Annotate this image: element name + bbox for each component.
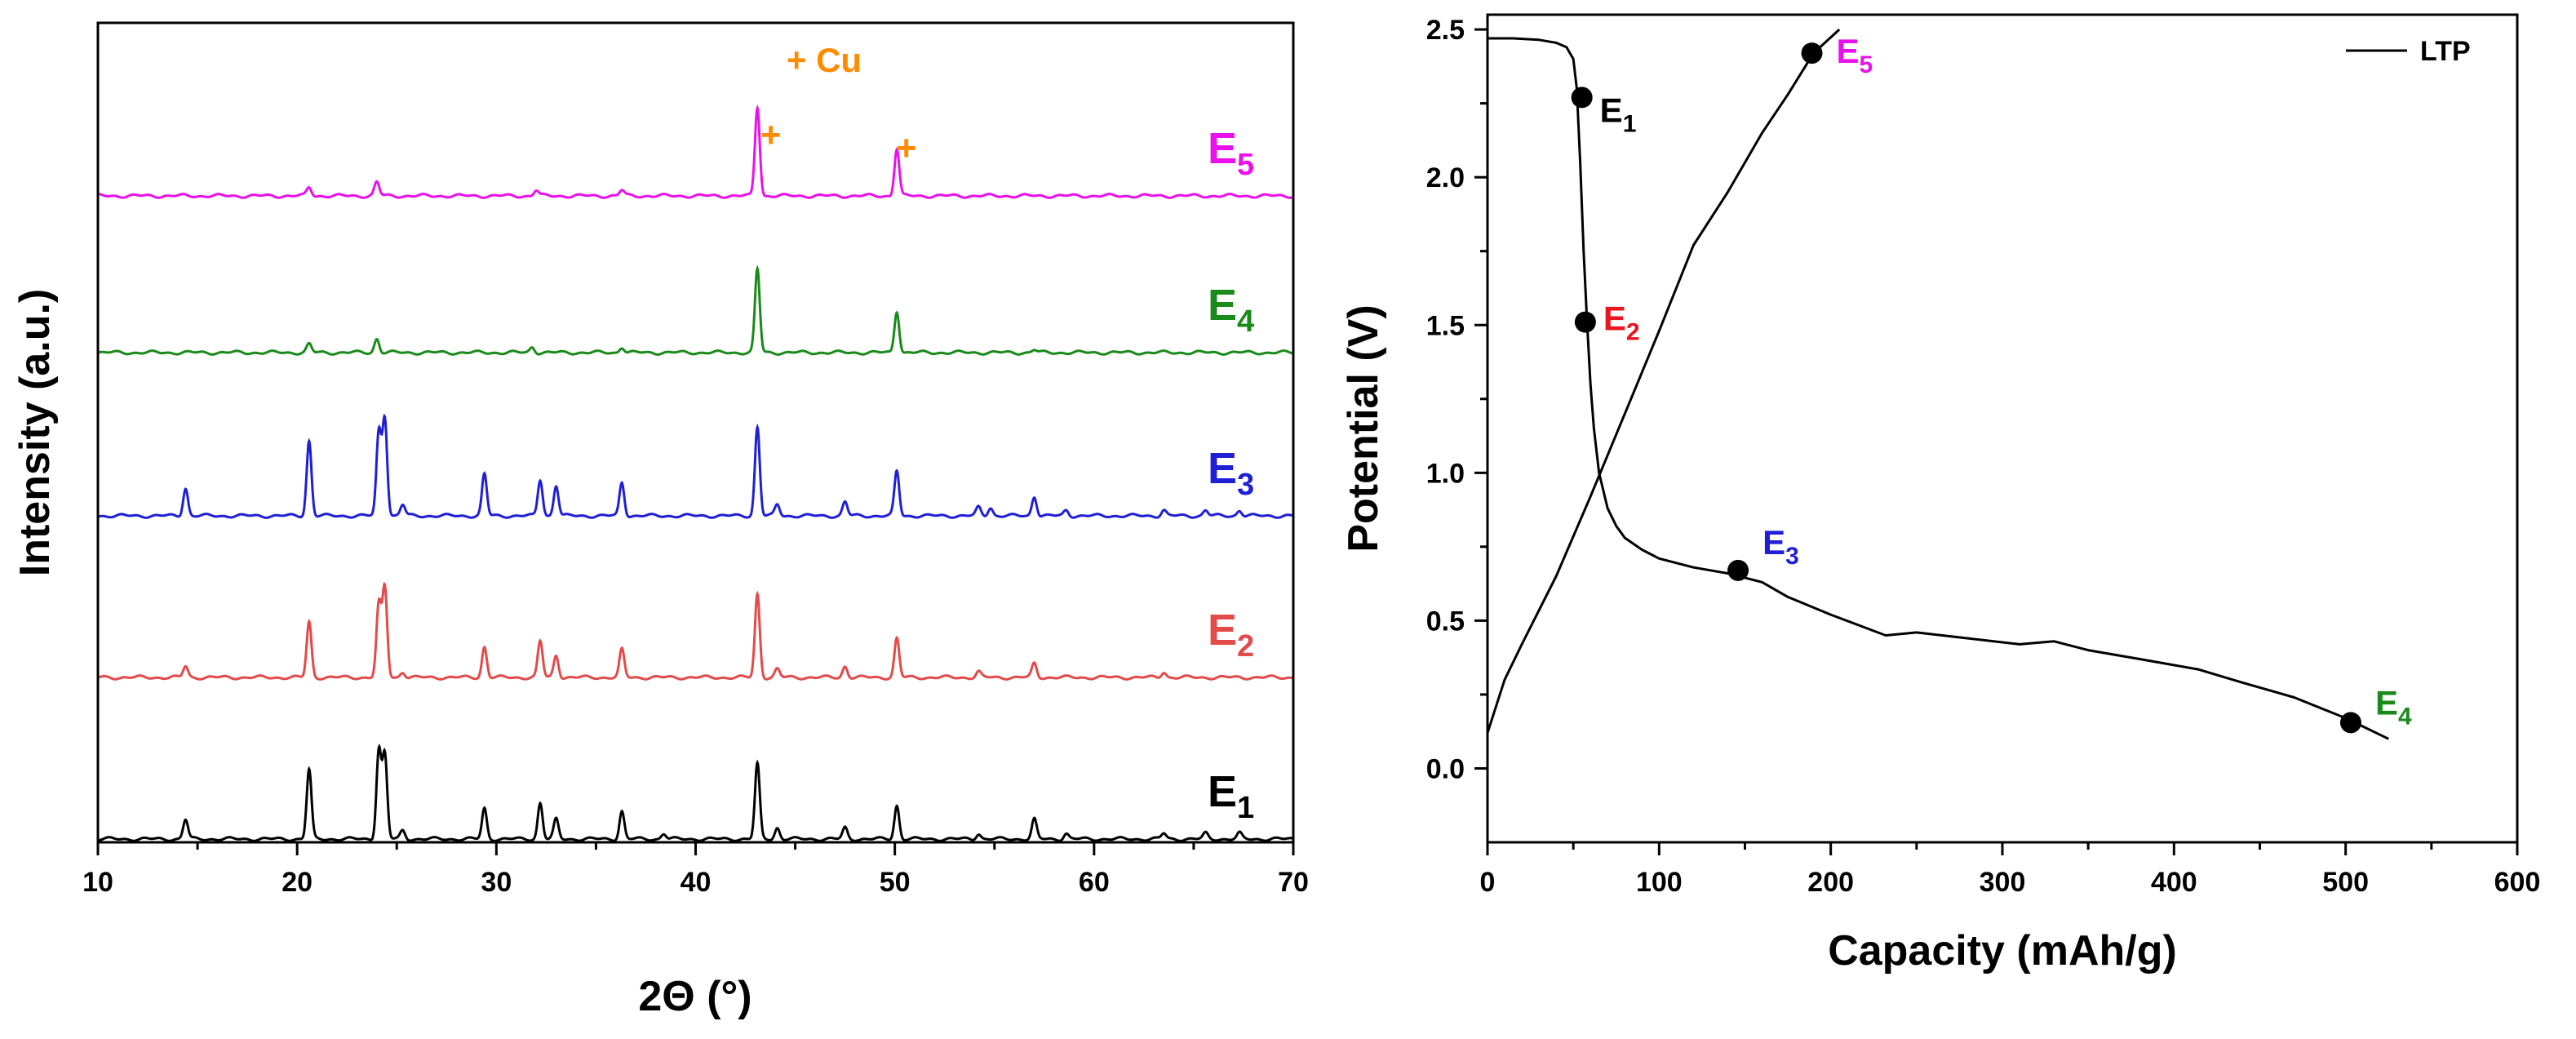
state-marker-e3 — [1727, 559, 1749, 581]
charge-curve — [1486, 28, 1841, 734]
xrd-x-tick-label: 60 — [1079, 867, 1110, 898]
capacity-x-tick-label: 100 — [1636, 867, 1683, 898]
potential-y-tick-label: 1.5 — [1426, 310, 1465, 341]
capacity-x-tick-label: 0 — [1480, 867, 1496, 898]
potential-y-axis-label: Potential (V) — [1340, 304, 1387, 552]
xrd-x-tick-label: 40 — [681, 867, 712, 898]
xrd-series-label-e2: E2 — [1208, 606, 1254, 664]
xrd-trace-e4 — [97, 264, 1294, 356]
cu-annotation: + Cu — [787, 41, 862, 79]
state-marker-e4 — [2339, 712, 2361, 734]
state-marker-e2 — [1574, 311, 1596, 333]
state-markers: E1 E2 E3 E4 E5 — [1571, 32, 2412, 734]
state-marker-e1 — [1571, 87, 1593, 109]
xrd-series-label-e4: E4 — [1208, 281, 1254, 339]
xrd-plot-frame — [96, 21, 1295, 844]
xrd-series-label-e1: E1 — [1208, 767, 1254, 825]
capacity-x-axis-label: Capacity (mAh/g) — [1828, 927, 2177, 975]
xrd-x-ticks: 10 20 30 40 50 60 70 — [82, 842, 1309, 898]
xrd-trace-e3 — [97, 413, 1294, 519]
xrd-series-label-e5: E5 — [1208, 124, 1254, 182]
potential-curves — [1486, 28, 2389, 740]
state-label-e4: E4 — [2375, 683, 2412, 730]
legend-label: LTP — [2420, 36, 2471, 67]
capacity-x-tick-label: 300 — [1980, 867, 2026, 898]
potential-y-tick-label: 2.5 — [1426, 15, 1465, 46]
capacity-x-tick-label: 500 — [2322, 867, 2369, 898]
capacity-x-ticks: 0 100 200 300 400 500 600 — [1480, 842, 2541, 898]
xrd-y-axis-label: Intensity (a.u.) — [11, 289, 59, 576]
capacity-x-tick-label: 200 — [1807, 867, 1854, 898]
capacity-plot-frame — [1486, 13, 2519, 844]
xrd-x-tick-label: 20 — [282, 867, 313, 898]
xrd-x-tick-label: 10 — [82, 867, 113, 898]
cu-peak-markers: + + — [760, 115, 917, 168]
xrd-x-tick-label: 50 — [880, 867, 911, 898]
potential-y-tick-label: 1.0 — [1426, 458, 1465, 489]
potential-y-ticks: 0.0 0.5 1.0 1.5 2.0 2.5 — [1426, 15, 1488, 784]
xrd-x-tick-label: 70 — [1278, 867, 1309, 898]
xrd-x-tick-label: 30 — [481, 867, 512, 898]
state-label-e3: E3 — [1762, 523, 1799, 570]
cu-peak-marker: + — [760, 115, 782, 155]
xrd-x-axis-label: 2Θ (°) — [638, 973, 752, 1020]
xrd-traces — [97, 104, 1294, 842]
state-label-e5: E5 — [1837, 32, 1873, 78]
potential-y-tick-label: 0.5 — [1426, 606, 1465, 637]
xrd-trace-e1 — [97, 743, 1294, 842]
capacity-x-tick-label: 600 — [2494, 867, 2541, 898]
cu-peak-marker: + — [896, 128, 917, 168]
xrd-trace-e5 — [98, 104, 1294, 199]
potential-y-tick-label: 0.0 — [1426, 753, 1465, 784]
state-label-e2: E2 — [1603, 300, 1640, 346]
xrd-series-labels: E1 E2 E3 E4 E5 — [1208, 124, 1254, 825]
capacity-panel: E1 E2 E3 E4 E5 0 100 200 300 400 500 600 0.0 0.5 1.0… — [1340, 13, 2541, 975]
xrd-series-label-e3: E3 — [1208, 444, 1254, 502]
state-label-e1: E1 — [1600, 91, 1637, 137]
legend: LTP — [2346, 36, 2471, 67]
xrd-trace-e2 — [98, 581, 1294, 681]
capacity-x-tick-label: 400 — [2151, 867, 2197, 898]
discharge-curve — [1488, 37, 2389, 740]
potential-y-tick-label: 2.0 — [1426, 162, 1465, 193]
state-marker-e5 — [1801, 42, 1823, 64]
